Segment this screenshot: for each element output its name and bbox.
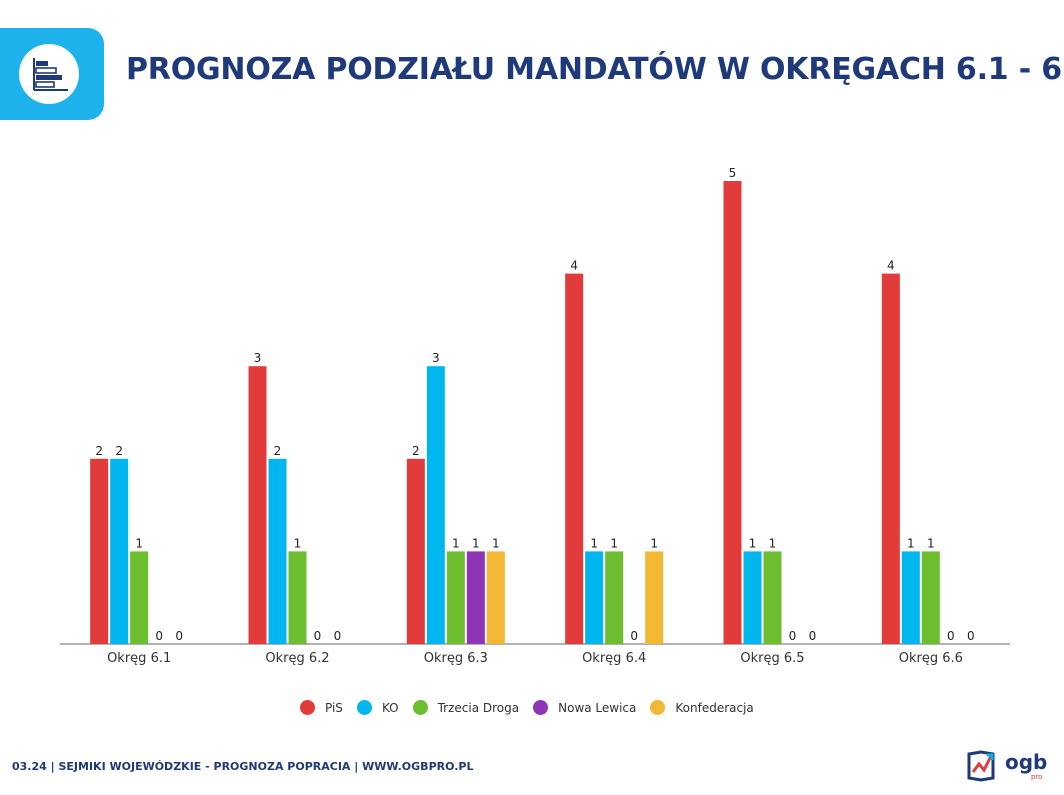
bar-value-label: 1	[294, 536, 302, 550]
bar-value-label: 0	[630, 629, 638, 643]
legend-swatch	[356, 700, 372, 715]
bar	[881, 273, 900, 644]
bar	[90, 458, 109, 644]
bar	[605, 551, 624, 644]
bar-value-label: 0	[175, 629, 183, 643]
bar	[466, 551, 485, 644]
bar-value-label: 0	[947, 629, 955, 643]
legend-label: PiS	[325, 700, 343, 715]
legend-item: Nowa Lewica	[533, 700, 636, 715]
bar-value-label: 0	[155, 629, 163, 643]
ogb-logo-icon	[967, 750, 995, 782]
bar-value-label: 1	[472, 536, 480, 550]
bar	[565, 273, 584, 644]
legend-swatch	[533, 700, 549, 715]
bar-value-label: 1	[610, 536, 618, 550]
bar	[723, 181, 742, 644]
legend-swatch	[412, 700, 428, 715]
bar-value-label: 4	[570, 259, 578, 273]
bar	[130, 551, 149, 644]
category-label: Okręg 6.6	[899, 651, 963, 666]
bar-value-label: 0	[967, 629, 975, 643]
bar-value-label: 1	[590, 536, 598, 550]
bar-value-label: 3	[432, 351, 440, 365]
bar-value-label: 2	[274, 444, 282, 458]
bar-value-label: 1	[452, 536, 460, 550]
legend-label: Konfederacja	[675, 700, 754, 715]
category-label: Okręg 6.2	[265, 651, 329, 666]
bar	[446, 551, 465, 644]
legend-item: KO	[356, 700, 399, 715]
category-label: Okręg 6.5	[740, 651, 804, 666]
chart-legend: PiS KO Trzecia Droga Nowa Lewica Konfederacj…	[300, 700, 754, 715]
logo-sub: pro	[1031, 773, 1043, 781]
bar	[248, 366, 267, 644]
legend-item: Konfederacja	[650, 700, 754, 715]
bar	[406, 458, 425, 644]
bar-value-label: 1	[135, 536, 143, 550]
bar-value-label: 5	[729, 166, 737, 180]
bar	[585, 551, 604, 644]
bar	[901, 551, 920, 644]
bar-value-label: 3	[254, 351, 262, 365]
bar-value-label: 1	[650, 536, 658, 550]
bar	[645, 551, 664, 644]
legend-label: Nowa Lewica	[558, 700, 637, 715]
legend-item: Trzecia Droga	[412, 700, 520, 715]
bar-value-label: 2	[95, 444, 103, 458]
bar-value-label: 4	[887, 259, 895, 273]
bar-value-label: 1	[492, 536, 500, 550]
bar-value-label: 1	[907, 536, 915, 550]
category-label: Okręg 6.1	[107, 651, 171, 666]
bar	[110, 458, 129, 644]
bar	[426, 366, 445, 644]
bar	[486, 551, 505, 644]
bar-value-label: 2	[115, 444, 123, 458]
bar-value-label: 1	[927, 536, 935, 550]
legend-item: PiS	[300, 700, 343, 715]
icon-circle	[19, 44, 79, 104]
bar-value-label: 1	[749, 536, 757, 550]
legend-swatch	[300, 700, 315, 715]
bar-value-label: 0	[809, 629, 817, 643]
bar	[268, 458, 287, 644]
logo-name: ogb	[1005, 750, 1048, 774]
bar-value-label: 2	[412, 444, 420, 458]
category-label: Okręg 6.4	[582, 651, 646, 666]
page-title: PROGNOZA PODZIAŁU MANDATÓW W OKRĘGACH 6.…	[126, 52, 1064, 87]
category-label: Okręg 6.3	[424, 651, 488, 666]
legend-swatch	[650, 700, 666, 715]
bar	[763, 551, 782, 644]
bar-chart-icon	[33, 58, 68, 91]
bar-value-label: 0	[314, 629, 322, 643]
footer-text: 03.24 | SEJMIKI WOJEWÓDZKIE - PROGNOZA P…	[12, 760, 474, 773]
bar	[921, 551, 940, 644]
legend-label: KO	[381, 700, 399, 715]
legend-label: Trzecia Droga	[437, 700, 520, 715]
bar-value-label: 1	[769, 536, 777, 550]
header-badge	[0, 28, 104, 120]
bar	[743, 551, 762, 644]
bar-value-label: 0	[789, 629, 797, 643]
bar-value-label: 0	[334, 629, 342, 643]
bar	[288, 551, 307, 644]
